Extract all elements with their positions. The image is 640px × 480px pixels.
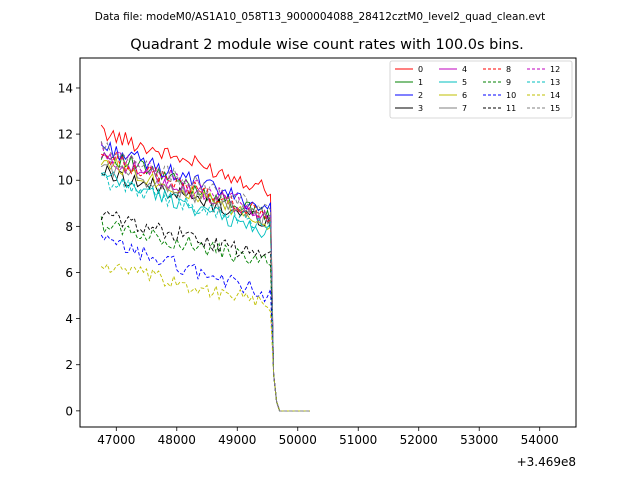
series-line-15 [100,140,310,412]
x-tick-label: 48000 [158,433,196,447]
series-line-14 [100,263,310,412]
y-axis: 0 2 4 6 8 10 12 14 [58,81,80,418]
legend-label-11: 11 [506,104,516,113]
legend-label-7: 7 [462,104,467,113]
chart-title: Quadrant 2 module wise count rates with … [130,37,524,53]
x-axis: 47000 48000 49000 50000 51000 52000 53000 54000 [97,427,559,447]
x-tick-label: 49000 [218,433,256,447]
plot-lines [100,124,310,412]
legend-label-9: 9 [506,78,511,87]
legend-label-6: 6 [462,91,467,100]
y-tick-label: 2 [65,358,73,372]
y-tick-label: 14 [58,81,73,95]
y-tick-label: 4 [65,312,73,326]
x-tick-label: 53000 [460,433,498,447]
plot-frame [79,57,577,428]
legend-label-5: 5 [462,78,467,87]
legend-frame [389,60,573,119]
figure-suptitle: Data file: modeM0/AS1A10_058T13_90000040… [95,11,546,23]
legend-label-10: 10 [506,91,516,100]
x-tick-label: 47000 [97,433,135,447]
y-tick-label: 8 [65,220,73,234]
legend-label-15: 15 [550,104,560,113]
legend-label-3: 3 [418,104,423,113]
x-tick-label: 54000 [521,433,559,447]
legend-label-14: 14 [550,91,560,100]
x-tick-label: 51000 [339,433,377,447]
y-tick-label: 6 [65,266,73,280]
x-offset-label: +3.469e8 [517,455,576,469]
legend-label-12: 12 [550,65,560,74]
series-line-10 [100,234,310,412]
x-tick-label: 50000 [279,433,317,447]
legend-label-2: 2 [418,91,423,100]
legend-label-0: 0 [418,65,423,74]
series-line-9 [100,216,310,412]
legend-label-4: 4 [462,65,467,74]
legend-label-8: 8 [506,65,511,74]
legend-label-13: 13 [550,78,560,87]
legend-label-1: 1 [418,78,423,87]
y-tick-label: 12 [58,128,73,142]
y-tick-label: 0 [65,404,73,418]
x-tick-label: 52000 [400,433,438,447]
y-tick-label: 10 [58,174,73,188]
